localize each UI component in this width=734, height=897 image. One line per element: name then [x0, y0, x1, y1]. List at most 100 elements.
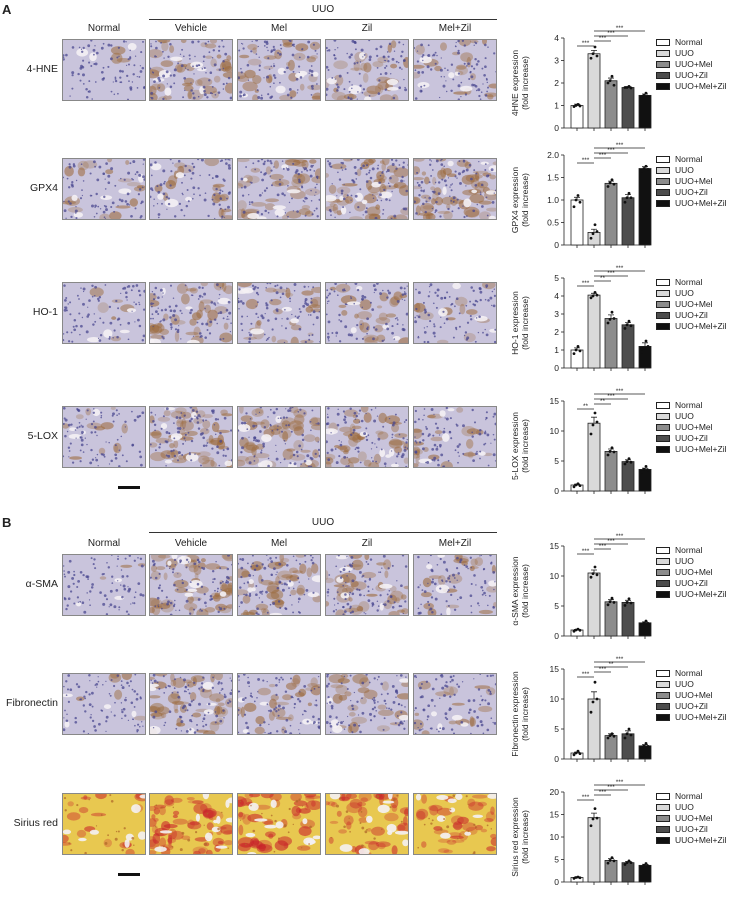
y-tick-label: 3 — [554, 309, 559, 319]
data-point — [579, 629, 582, 632]
data-point — [579, 484, 582, 487]
data-point — [643, 347, 646, 350]
y-axis-label: α-SMA expression — [512, 556, 520, 625]
data-point — [596, 817, 599, 820]
significance-label: *** — [616, 533, 624, 540]
legend-label: UUO+Mel — [675, 567, 713, 577]
y-tick-label: 5 — [554, 855, 559, 865]
y-tick-label: 4 — [554, 33, 559, 43]
significance-label: *** — [582, 157, 590, 164]
histology-tile — [237, 158, 321, 220]
data-point — [626, 732, 629, 735]
data-point — [607, 454, 610, 457]
y-tick-label: 5 — [554, 273, 559, 283]
data-point — [609, 450, 612, 453]
significance-label: *** — [582, 280, 590, 287]
row-label: 5-LOX — [0, 430, 58, 442]
y-tick-label: 10 — [550, 426, 560, 436]
data-point — [592, 818, 595, 821]
legend-swatch — [656, 301, 670, 308]
data-point — [579, 350, 582, 353]
y-tick-label: 0 — [554, 754, 559, 764]
chart-svg: Sirius red expression(fold increase)0510… — [512, 778, 654, 892]
data-point — [613, 183, 616, 186]
y-tick-label: 2.0 — [547, 150, 559, 160]
data-point — [594, 412, 597, 415]
legend-swatch — [656, 591, 670, 598]
data-point — [613, 451, 616, 454]
data-point — [596, 698, 599, 701]
data-point — [611, 732, 614, 735]
data-point — [609, 79, 612, 82]
bar — [605, 736, 617, 759]
histology-tile — [325, 554, 409, 616]
chart-svg: Fibronectin expression(fold increase)051… — [512, 655, 654, 769]
y-tick-label: 1.0 — [547, 195, 559, 205]
y-axis-label: GPX4 expression — [512, 167, 520, 233]
bar — [605, 183, 617, 245]
column-header: Vehicle — [149, 23, 233, 34]
data-point — [575, 349, 578, 352]
histology-tile — [413, 406, 497, 468]
histology-tile — [413, 793, 497, 855]
histology-tile — [149, 406, 233, 468]
legend-label: UUO+Zil — [675, 310, 708, 320]
legend-swatch — [656, 167, 670, 174]
legend-label: UUO+Mel — [675, 59, 713, 69]
data-point — [613, 317, 616, 320]
legend-label: UUO+Mel — [675, 422, 713, 432]
scale-bar — [118, 486, 140, 489]
row-label: 4-HNE — [0, 63, 58, 75]
column-header: Normal — [62, 23, 146, 34]
legend-swatch — [656, 200, 670, 207]
data-point — [592, 424, 595, 427]
histology-tile — [149, 39, 233, 101]
data-point — [573, 205, 576, 208]
data-point — [647, 95, 650, 98]
y-tick-label: 3 — [554, 56, 559, 66]
row-label: HO-1 — [0, 306, 58, 318]
data-point — [628, 192, 631, 195]
legend-swatch — [656, 681, 670, 688]
histology-tile — [413, 554, 497, 616]
data-point — [643, 468, 646, 471]
bar — [622, 325, 634, 368]
bar — [588, 573, 600, 636]
legend-label: UUO+Mel+Zil — [675, 321, 726, 331]
legend-label: UUO+Mel+Zil — [675, 81, 726, 91]
histology-tile — [325, 39, 409, 101]
legend-label: UUO+Zil — [675, 433, 708, 443]
data-point — [577, 750, 580, 753]
significance-label: *** — [616, 656, 624, 663]
y-axis-label: HO-1 expression — [512, 291, 520, 355]
data-point — [594, 291, 597, 294]
data-point — [590, 824, 593, 827]
legend-swatch — [656, 424, 670, 431]
data-point — [628, 320, 631, 323]
y-tick-label: 10 — [550, 571, 560, 581]
column-header: Zil — [325, 23, 409, 34]
legend-swatch — [656, 178, 670, 185]
histology-tile — [62, 554, 146, 616]
significance-label: *** — [616, 142, 624, 149]
legend-label: Normal — [675, 37, 702, 47]
data-point — [628, 457, 631, 460]
legend-label: Normal — [675, 791, 702, 801]
histology-tile — [62, 39, 146, 101]
legend-label: Normal — [675, 668, 702, 678]
legend-label: UUO — [675, 288, 694, 298]
bar — [639, 469, 651, 491]
y-tick-label: 1 — [554, 101, 559, 111]
bar — [639, 95, 651, 128]
legend-swatch — [656, 569, 670, 576]
y-tick-label: 10 — [550, 694, 560, 704]
significance-label: *** — [582, 548, 590, 555]
data-point — [645, 92, 648, 95]
bar — [588, 295, 600, 368]
data-point — [643, 94, 646, 97]
bar — [639, 346, 651, 368]
legend-label: Normal — [675, 400, 702, 410]
